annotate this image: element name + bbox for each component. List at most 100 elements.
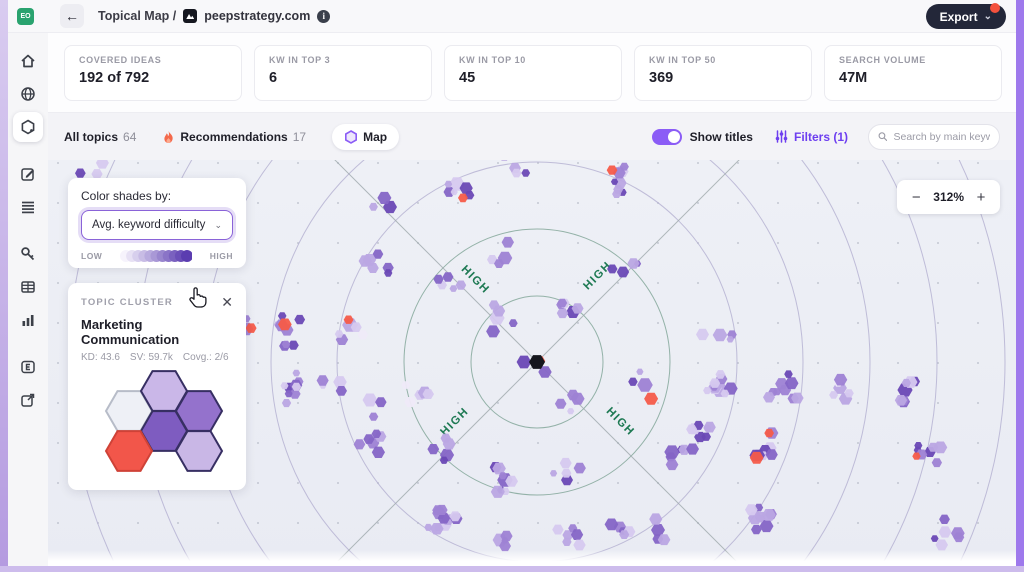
- keyword-hex[interactable]: [350, 322, 362, 332]
- keyword-hex[interactable]: [75, 168, 86, 178]
- keyword-cluster[interactable]: [894, 376, 920, 408]
- keyword-hex[interactable]: [901, 378, 911, 387]
- keyword-hex[interactable]: [357, 330, 368, 340]
- keyword-cluster[interactable]: [427, 433, 456, 464]
- keyword-hex[interactable]: [369, 202, 378, 211]
- keyword-hex[interactable]: [499, 160, 510, 161]
- keyword-hex[interactable]: [931, 458, 942, 468]
- keyword-cluster[interactable]: [703, 370, 738, 398]
- keyword-hex[interactable]: [651, 524, 665, 536]
- keyword-hex[interactable]: [775, 378, 789, 390]
- keyword-cluster[interactable]: [75, 160, 109, 179]
- keyword-hex[interactable]: [784, 370, 793, 378]
- breadcrumb-section[interactable]: Topical Map /: [98, 9, 177, 23]
- keyword-hex[interactable]: [499, 540, 511, 552]
- keyword-hex[interactable]: [709, 378, 721, 388]
- keyword-hex[interactable]: [334, 330, 344, 338]
- keyword-cluster[interactable]: [316, 375, 347, 396]
- keyword-hex[interactable]: [486, 325, 500, 338]
- keyword-hex[interactable]: [844, 389, 854, 398]
- keyword-hex[interactable]: [636, 368, 644, 375]
- keyword-cluster[interactable]: [829, 373, 854, 405]
- keyword-hex[interactable]: [511, 168, 522, 178]
- keyword-hex[interactable]: [437, 512, 451, 524]
- keyword-hex[interactable]: [281, 399, 292, 408]
- keyword-hex[interactable]: [401, 381, 411, 389]
- keyword-hex[interactable]: [756, 515, 765, 523]
- keyword-hex[interactable]: [561, 468, 572, 478]
- keyword-cluster[interactable]: [763, 370, 804, 404]
- keyword-hex[interactable]: [552, 524, 564, 535]
- zoom-in-button[interactable]: +: [976, 188, 986, 206]
- sidebar-item-home[interactable]: [13, 46, 43, 76]
- sidebar-item-list[interactable]: [13, 192, 43, 222]
- keyword-cluster[interactable]: [358, 249, 394, 277]
- keyword-hex[interactable]: [442, 272, 454, 282]
- keyword-hex[interactable]: [762, 509, 776, 521]
- show-titles-toggle[interactable]: [651, 128, 682, 145]
- keyword-cluster[interactable]: [686, 420, 716, 455]
- keyword-hex[interactable]: [363, 434, 375, 444]
- keyword-hex[interactable]: [362, 254, 377, 266]
- keyword-hex[interactable]: [763, 392, 775, 403]
- keyword-cluster[interactable]: [930, 514, 965, 551]
- keyword-cluster[interactable]: [749, 427, 779, 464]
- keyword-hex[interactable]: [494, 259, 505, 268]
- keyword-hex[interactable]: [764, 428, 774, 438]
- keyword-hex[interactable]: [404, 397, 416, 407]
- keyword-hex[interactable]: [938, 526, 952, 538]
- keyword-hex[interactable]: [333, 376, 347, 388]
- keyword-hex[interactable]: [424, 523, 433, 531]
- keyword-cluster[interactable]: [334, 315, 368, 346]
- map-center-hex[interactable]: [529, 355, 545, 369]
- keyword-cluster[interactable]: [516, 355, 532, 369]
- keyword-cluster[interactable]: [912, 441, 948, 468]
- keyword-hex[interactable]: [751, 524, 762, 535]
- keyword-hex[interactable]: [720, 389, 730, 398]
- keyword-hex[interactable]: [559, 457, 572, 469]
- sidebar-item-chart[interactable]: [13, 305, 43, 335]
- keyword-hex[interactable]: [557, 298, 568, 308]
- keyword-hex[interactable]: [492, 462, 506, 475]
- keyword-hex[interactable]: [570, 392, 585, 405]
- keyword-hex[interactable]: [773, 388, 782, 396]
- keyword-hex[interactable]: [791, 392, 804, 404]
- keyword-cluster[interactable]: [362, 393, 387, 421]
- keyword-hex[interactable]: [371, 446, 385, 458]
- keyword-cluster[interactable]: [499, 160, 531, 178]
- color-shades-dropdown[interactable]: Avg. keyword difficulty ⌄: [81, 210, 233, 240]
- keyword-hex[interactable]: [686, 424, 698, 435]
- keyword-cluster[interactable]: [549, 457, 586, 486]
- keyword-cluster[interactable]: [369, 191, 397, 214]
- tab-recommendations[interactable]: Recommendations 17: [162, 130, 306, 144]
- keyword-hex[interactable]: [549, 470, 558, 477]
- keyword-hex[interactable]: [450, 188, 458, 196]
- keyword-cluster[interactable]: [604, 518, 636, 540]
- keyword-hex[interactable]: [610, 178, 619, 185]
- keyword-hex[interactable]: [765, 449, 778, 460]
- keyword-cluster[interactable]: [274, 312, 306, 351]
- keyword-cluster[interactable]: [745, 503, 777, 535]
- keyword-hex[interactable]: [930, 535, 939, 542]
- keyword-hex[interactable]: [492, 305, 506, 317]
- sidebar-item-hexagon[interactable]: [13, 112, 43, 142]
- sidebar-item-compose[interactable]: [13, 159, 43, 189]
- keyword-hex[interactable]: [288, 340, 299, 350]
- keyword-hex[interactable]: [567, 408, 575, 415]
- filters-button[interactable]: Filters (1): [775, 130, 848, 144]
- keyword-hex[interactable]: [619, 162, 629, 171]
- keyword-hex[interactable]: [281, 340, 291, 348]
- keyword-cluster[interactable]: [696, 328, 737, 343]
- keyword-hex[interactable]: [292, 369, 301, 377]
- keyword-hex[interactable]: [521, 169, 531, 177]
- keyword-cluster[interactable]: [353, 429, 387, 458]
- keyword-hex[interactable]: [759, 520, 774, 533]
- keyword-hex[interactable]: [291, 382, 302, 391]
- sidebar-item-globe[interactable]: [13, 79, 43, 109]
- keyword-hex[interactable]: [953, 532, 965, 543]
- close-icon[interactable]: ✕: [221, 294, 233, 310]
- keyword-hex[interactable]: [444, 180, 453, 188]
- keyword-hex[interactable]: [384, 269, 393, 277]
- keyword-hex[interactable]: [607, 264, 618, 274]
- keyword-hex[interactable]: [933, 441, 948, 454]
